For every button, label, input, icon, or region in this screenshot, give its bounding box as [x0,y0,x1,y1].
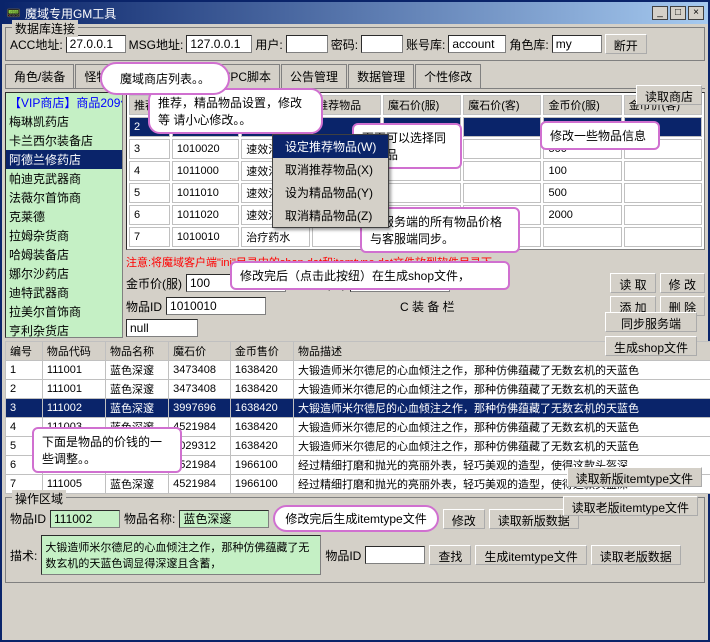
shop-list[interactable]: 【VIP商店】商品209件 梅琳凯药店卡兰西尔装备店阿德兰修药店帕迪克武器商法薇… [5,92,123,338]
bot-col: 魔石价 [169,342,231,361]
shop-item[interactable]: 娜尔沙药店 [6,264,122,283]
ctx-item[interactable]: 取消精品物品(Z) [273,204,388,227]
bot-row[interactable]: 1111001蓝色深邃34734081638420大锻造师米尔德尼的心血倾注之作… [6,361,710,380]
app-icon: 📟 [6,6,21,20]
tab-6[interactable]: 个性修改 [415,64,481,88]
op-iid-label: 物品ID [325,547,361,564]
item-col: 魔石价(服) [383,95,461,115]
callout-shoplist: 魔域商店列表。。 [100,62,230,95]
maximize-button[interactable]: □ [670,6,686,20]
callout-price: 下面是物品的价钱的一些调整。。 [32,427,182,473]
itemid-label: 物品ID [126,298,162,315]
shop-item[interactable]: 帕迪克武器商 [6,169,122,188]
callout-genshop: 修改完后（点击此按纽）在生成shop文件， [230,261,510,290]
op-modify-button[interactable]: 修改 [443,509,485,529]
shop-item[interactable]: 哈姆装备店 [6,245,122,264]
ctx-item[interactable]: 设为精品物品(Y) [273,181,388,204]
op-iid-input[interactable] [365,546,425,564]
item-col: 金币价(服) [543,95,621,115]
bot-col: 物品名称 [106,342,169,361]
disconnect-button[interactable]: 断开 [605,34,647,54]
pwd-label: 密码: [331,36,358,53]
modify-button[interactable]: 修 改 [660,273,705,293]
bot-col: 编号 [6,342,43,361]
op-itemid-input[interactable] [50,510,120,528]
user-input[interactable] [286,35,328,53]
titlebar: 📟 魔域专用GM工具 _ □ × [2,2,708,24]
callout-genitem: 修改完后生成itemtype文件 [273,505,438,532]
db-connection-group: 数据库连接 ACC地址: MSG地址: 用户: 密码: 账号库: 角色库: 断开 [5,27,705,61]
equip-label: C 装 备 栏 [400,298,455,315]
roledb-label: 角色库: [509,36,548,53]
shop-item[interactable]: 梅琳凯药店 [6,112,122,131]
close-button[interactable]: × [688,6,704,20]
shop-item[interactable]: 克莱德 [6,207,122,226]
op-desc-box[interactable]: 大锻造师米尔德尼的心血倾注之作，那种仿佛蕴藏了无数玄机的天蓝色调显得深邃且含蓄， [41,535,321,575]
read-old-data-button[interactable]: 读取老版数据 [591,545,681,565]
msg-label: MSG地址: [129,36,184,53]
tab-4[interactable]: 公告管理 [281,64,347,88]
window-title: 魔域专用GM工具 [25,5,116,22]
shop-item[interactable]: 拉美尔首饰商 [6,302,122,321]
itemid-input[interactable] [166,297,266,315]
msg-input[interactable] [186,35,252,53]
shop-item[interactable]: 阿德兰修药店 [6,150,122,169]
shoplist-header: 【VIP商店】商品209件 [6,93,122,112]
tab-0[interactable]: 角色/装备 [5,64,74,88]
bot-row[interactable]: 3111002蓝色深邃39976961638420大锻造师米尔德尼的心血倾注之作… [6,399,710,418]
operation-area: 操作区域 物品ID 物品名称: 修改完后生成itemtype文件 修改 读取新版… [5,497,705,583]
user-label: 用户: [255,36,282,53]
read-old-itemtype-button[interactable]: 读取老版itemtype文件 [563,496,698,516]
bot-col: 物品代码 [42,342,105,361]
sync-server-button[interactable]: 同步服务端 [605,312,697,332]
read-new-itemtype-button[interactable]: 读取新版itemtype文件 [567,467,702,487]
read-shop-button[interactable]: 读取商店 [636,85,702,105]
tab-5[interactable]: 数据管理 [348,64,414,88]
shop-item[interactable]: 法薇尔首饰商 [6,188,122,207]
shop-item[interactable]: 卡兰西尔装备店 [6,131,122,150]
accdb-label: 账号库: [406,36,445,53]
bot-col: 金币售价 [230,342,293,361]
minimize-button[interactable]: _ [652,6,668,20]
oparea-label: 操作区域 [12,490,66,507]
null-box: null [126,319,198,337]
op-name-label: 物品名称: [124,510,175,527]
ctx-item[interactable]: 设定推荐物品(W) [273,135,388,158]
shop-item[interactable]: 迪特武器商 [6,283,122,302]
item-col: 魔石价(客) [463,95,541,115]
gen-shop-button[interactable]: 生成shop文件 [605,336,697,356]
gold-label: 金币价(服) [126,275,182,292]
callout-modinfo: 修改一些物品信息 [540,121,660,150]
item-row[interactable]: 51011010速效法力500 [129,183,702,203]
pwd-input[interactable] [361,35,403,53]
context-menu[interactable]: 设定推荐物品(W)取消推荐物品(X)设为精品物品(Y)取消精品物品(Z) [272,134,389,228]
db-group-label: 数据库连接 [12,20,78,37]
roledb-input[interactable] [552,35,602,53]
acc-label: ACC地址: [10,36,63,53]
accdb-input[interactable] [448,35,506,53]
acc-input[interactable] [66,35,126,53]
shop-item[interactable]: 亨利杂货店 [6,321,122,338]
search-button[interactable]: 查找 [429,545,471,565]
gen-itemtype-button[interactable]: 生成itemtype文件 [475,545,586,565]
shop-item[interactable]: 拉姆杂货商 [6,226,122,245]
read-button[interactable]: 读 取 [610,273,655,293]
op-itemid-label: 物品ID [10,510,46,527]
ctx-item[interactable]: 取消推荐物品(X) [273,158,388,181]
bot-row[interactable]: 2111001蓝色深邃34734081638420大锻造师米尔德尼的心血倾注之作… [6,380,710,399]
op-desc-label: 描术: [10,547,37,564]
op-name-input[interactable] [179,510,269,528]
